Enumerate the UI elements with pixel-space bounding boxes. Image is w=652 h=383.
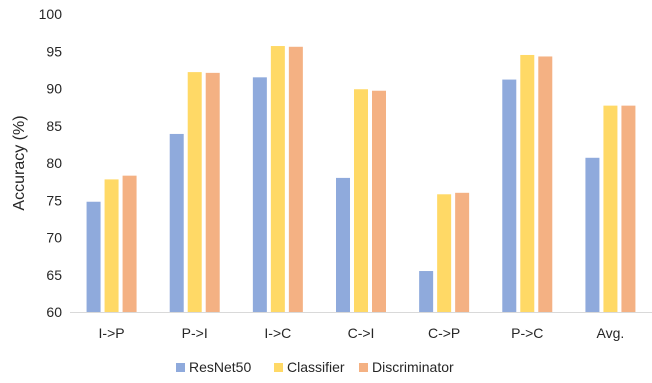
bar-classifier-0: [104, 179, 119, 312]
bar-discriminator-1: [205, 72, 220, 312]
bar-resnet50-0: [86, 201, 101, 312]
bar-discriminator-0: [122, 175, 137, 312]
bar-resnet50-5: [502, 79, 517, 312]
y-tick-label: 70: [46, 230, 62, 246]
bar-classifier-2: [270, 46, 285, 312]
bar-resnet50-4: [419, 271, 434, 312]
y-axis-ticks: 60 65 70 75 80 85 90 95 100: [39, 6, 63, 320]
bar-classifier-4: [437, 194, 452, 312]
bar-classifier-1: [187, 72, 202, 312]
bar-resnet50-2: [252, 77, 267, 312]
legend-label-resnet50: ResNet50: [189, 359, 251, 375]
legend-label-classifier: Classifier: [287, 359, 345, 375]
legend-swatch-discriminator: [359, 363, 368, 372]
bar-discriminator-6: [621, 105, 636, 312]
x-tick-label: Avg.: [597, 325, 625, 341]
bar-resnet50-1: [169, 133, 184, 312]
y-tick-label: 100: [39, 6, 63, 22]
x-tick-label: C->I: [348, 325, 375, 341]
bar-classifier-5: [520, 54, 535, 312]
y-tick-label: 85: [46, 118, 62, 134]
x-tick-label: C->P: [428, 325, 460, 341]
bar-classifier-3: [354, 89, 368, 313]
bar-discriminator-4: [455, 192, 470, 312]
bar-classifier-6: [603, 105, 618, 312]
x-tick-label: P->C: [511, 325, 543, 341]
bar-discriminator-5: [538, 56, 553, 313]
y-tick-label: 75: [46, 192, 62, 208]
legend-swatch-classifier: [274, 363, 283, 372]
legend-label-discriminator: Discriminator: [372, 359, 454, 375]
bar-resnet50-6: [585, 157, 600, 312]
y-tick-label: 60: [46, 304, 62, 320]
x-tick-label: I->P: [99, 325, 125, 341]
x-tick-label: I->C: [264, 325, 291, 341]
y-tick-label: 90: [46, 81, 62, 97]
bar-discriminator-3: [372, 90, 386, 312]
y-tick-label: 65: [46, 267, 62, 283]
y-axis-title: Accuracy (%): [11, 115, 28, 210]
legend: ResNet50 Classifier Discriminator: [176, 359, 454, 375]
y-tick-label: 95: [46, 43, 62, 59]
x-axis-ticks: I->P P->I I->C C->I C->P P->C Avg.: [99, 325, 625, 341]
bars-group: [86, 46, 636, 313]
bar-resnet50-3: [336, 177, 350, 312]
y-tick-label: 80: [46, 155, 62, 171]
x-tick-label: P->I: [182, 325, 208, 341]
legend-swatch-resnet50: [176, 363, 185, 372]
bar-discriminator-2: [288, 46, 303, 312]
